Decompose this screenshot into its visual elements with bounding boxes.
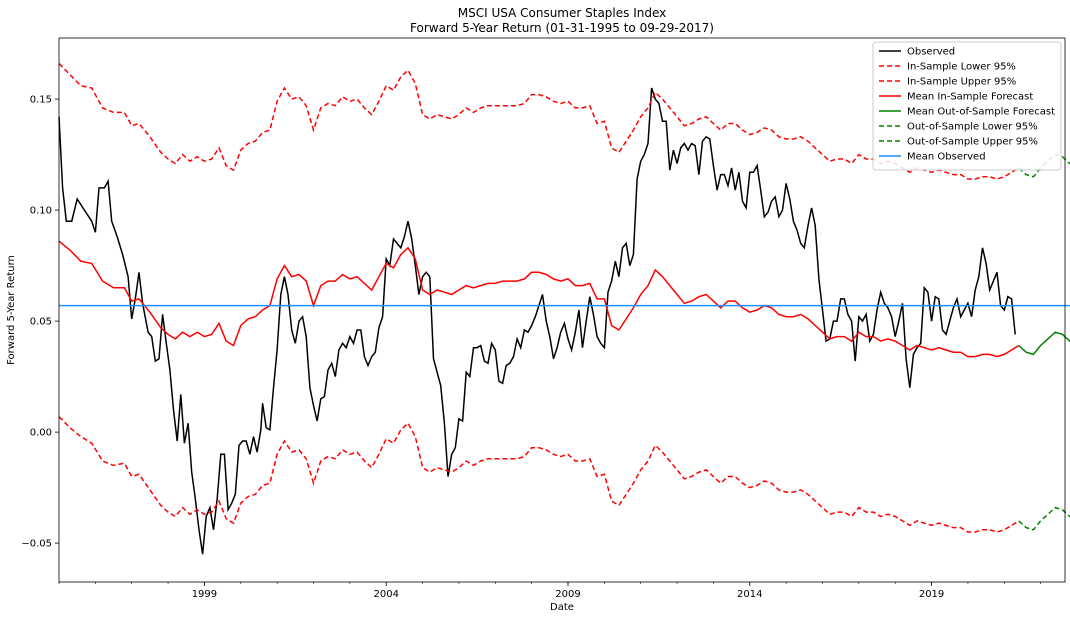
series-layer bbox=[58, 62, 1070, 555]
legend-entry: Mean In-Sample Forecast bbox=[907, 92, 1033, 103]
series-line-0 bbox=[58, 87, 1016, 555]
x-tick-label: 2014 bbox=[737, 589, 762, 600]
legend: Observed In-Sample Lower 95% In-Sample Upp… bbox=[872, 41, 1062, 171]
chart-title: MSCI USA Consumer Staples Index bbox=[458, 6, 666, 20]
y-axis-ticks: −0.05 0.00 0.05 0.10 0.15 bbox=[21, 95, 59, 550]
y-tick-label: 0.05 bbox=[30, 317, 52, 328]
legend-entry: In-Sample Upper 95% bbox=[907, 77, 1016, 88]
x-tick-label: 2004 bbox=[373, 589, 398, 600]
legend-box bbox=[872, 41, 1062, 171]
series-line-2 bbox=[58, 62, 1020, 180]
x-axis-label: Date bbox=[550, 602, 574, 613]
y-axis-label: Forward 5-Year Return bbox=[6, 255, 17, 365]
legend-entry: In-Sample Lower 95% bbox=[907, 62, 1016, 73]
legend-entry: Observed bbox=[907, 47, 955, 58]
plot-frame bbox=[58, 37, 1066, 583]
legend-entry: Mean Out-of-Sample Forecast bbox=[907, 107, 1055, 118]
legend-entry: Out-of-Sample Upper 95% bbox=[907, 137, 1038, 148]
legend-entry: Mean Observed bbox=[907, 152, 986, 163]
x-axis-ticks: 1999 2004 2009 2014 2019 bbox=[58, 582, 1041, 600]
legend-entry: Out-of-Sample Lower 95% bbox=[907, 122, 1038, 133]
x-tick-label: 1999 bbox=[192, 589, 217, 600]
series-line-3 bbox=[58, 240, 1020, 358]
x-tick-label: 2009 bbox=[555, 589, 580, 600]
y-tick-label: 0.00 bbox=[30, 428, 52, 439]
x-tick-label: 2019 bbox=[919, 589, 944, 600]
y-tick-label: −0.05 bbox=[21, 539, 52, 550]
series-line-1 bbox=[58, 416, 1020, 533]
y-tick-label: 0.10 bbox=[30, 206, 52, 217]
y-tick-label: 0.15 bbox=[30, 95, 52, 106]
chart-subtitle: Forward 5-Year Return (01-31-1995 to 09-… bbox=[410, 21, 714, 35]
